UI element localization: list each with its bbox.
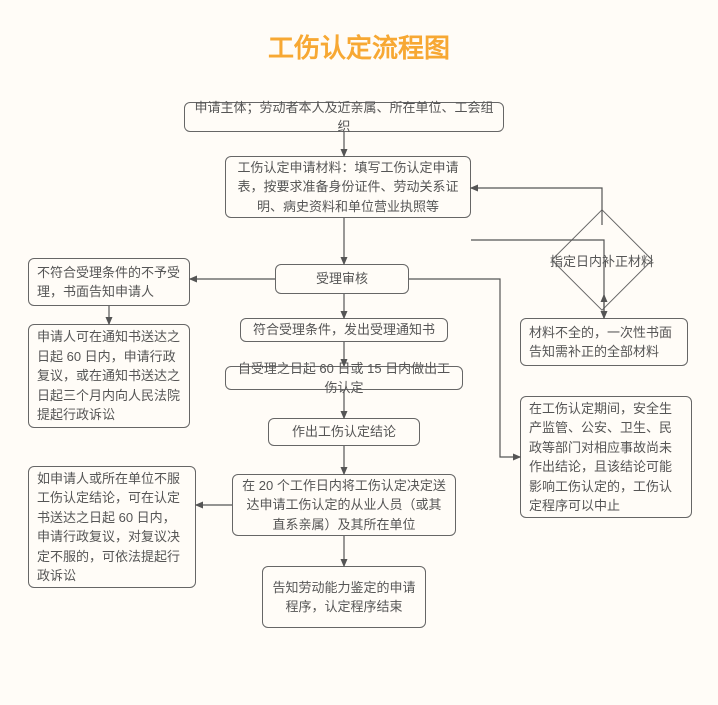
node-n4: 符合受理条件，发出受理通知书 — [240, 318, 448, 342]
node-n2: 工伤认定申请材料：填写工伤认定申请表，按要求准备身份证件、劳动关系证明、病史资料… — [225, 156, 471, 218]
node-n1: 申请主体；劳动者本人及近亲属、所在单位、工会组织 — [184, 102, 504, 132]
node-nRight2: 材料不全的，一次性书面告知需补正的全部材料 — [520, 318, 688, 366]
node-nLeft2: 申请人可在通知书送达之日起 60 日内，申请行政复议，或在通知书送达之日起三个月… — [28, 324, 190, 428]
node-n3: 受理审核 — [275, 264, 409, 294]
node-n6: 作出工伤认定结论 — [268, 418, 420, 446]
page-title: 工伤认定流程图 — [0, 28, 718, 65]
node-n8: 告知劳动能力鉴定的申请程序，认定程序结束 — [262, 566, 426, 628]
node-nRight3: 在工伤认定期间，安全生产监管、公安、卫生、民政等部门对相应事故尚未作出结论，且该… — [520, 396, 692, 518]
node-diamond-label: 指定日内补正材料 — [532, 248, 672, 272]
edge-12 — [471, 188, 602, 225]
node-n7: 在 20 个工作日内将工伤认定决定送达申请工伤认定的从业人员（或其直系亲属）及其… — [232, 474, 456, 536]
node-nLeft3: 如申请人或所在单位不服工伤认定结论，可在认定书送达之日起 60 日内，申请行政复… — [28, 466, 196, 588]
node-nLeft1: 不符合受理条件的不予受理，书面告知申请人 — [28, 258, 190, 306]
node-n5: 自受理之日起 60 日或 15 日内做出工伤认定 — [225, 366, 463, 390]
